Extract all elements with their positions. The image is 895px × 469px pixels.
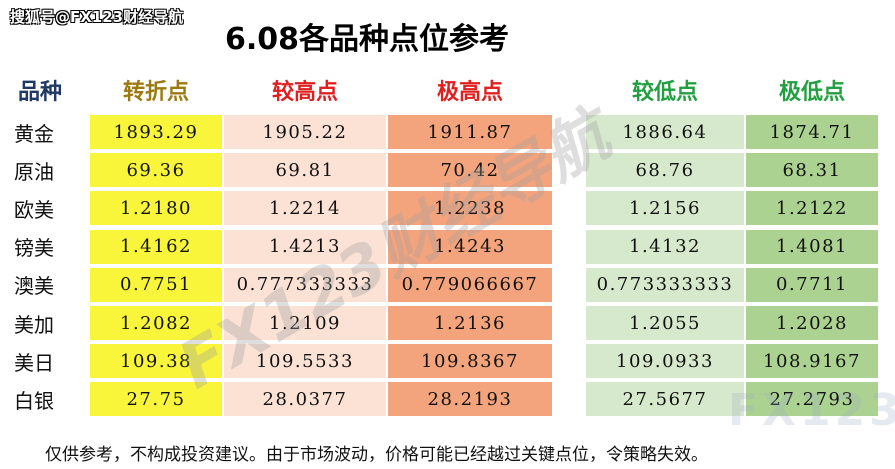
value-cell: 1.4081 [746,229,878,264]
row-label: 美日 [14,350,54,375]
value-cell: 1886.64 [586,115,744,149]
footer-note: 仅供参考，不构成投资建议。由于市场波动，价格可能已经越过关键点位，令策略失效。 [45,445,708,465]
column-header: 较高点 [271,80,338,105]
value-cell: 28.0377 [224,382,386,417]
value-cell: 1874.71 [746,115,878,149]
value-cell: 109.8367 [388,344,552,379]
value-cell: 27.2793 [746,382,878,417]
value-cell: 1.2082 [90,306,222,340]
value-cell: 27.75 [90,382,222,417]
value-cell: 68.76 [586,153,744,188]
value-cell: 0.7751 [90,267,222,302]
value-cell: 1.4243 [388,229,552,264]
value-cell: 1.2122 [746,191,878,226]
row-label: 欧美 [14,197,54,222]
value-cell: 1905.22 [224,115,386,149]
row-label: 美加 [14,312,54,337]
value-cell: 1.2214 [224,191,386,226]
row-label: 黄金 [14,121,54,146]
row-label: 镑美 [14,236,54,261]
value-cell: 0.7711 [746,267,878,302]
value-cell: 70.42 [388,153,552,188]
row-label: 澳美 [14,274,54,299]
row-label: 原油 [14,159,54,184]
value-cell: 1.4213 [224,229,386,264]
value-cell: 0.773333333 [586,267,744,302]
value-cell: 109.38 [90,344,222,379]
title: 6.08各品种点位参考 [225,22,510,57]
column-header: 品种 [17,80,62,105]
value-cell: 1.2109 [224,306,386,340]
value-cell: 1.2238 [388,191,552,226]
row-label: 白银 [14,388,54,413]
value-cell: 1.2055 [586,306,744,340]
value-cell: 1.2156 [586,191,744,226]
value-cell: 1911.87 [388,115,552,149]
value-cell: 28.2193 [388,382,552,417]
value-cell: 109.5533 [224,344,386,379]
value-cell: 27.5677 [586,382,744,417]
column-header: 较低点 [631,80,698,105]
value-cell: 108.9167 [746,344,878,379]
value-cell: 1.4162 [90,229,222,264]
value-cell: 1893.29 [90,115,222,149]
value-cell: 1.2136 [388,306,552,340]
value-cell: 69.36 [90,153,222,188]
value-cell: 69.81 [224,153,386,188]
value-cell: 68.31 [746,153,878,188]
column-header: 极高点 [436,80,503,105]
value-cell: 109.0933 [586,344,744,379]
source-label: 搜狐号@FX123财经导航 [10,8,184,26]
column-header: 转折点 [122,80,189,105]
value-cell: 1.2028 [746,306,878,340]
value-cell: 0.779066667 [388,267,552,302]
value-cell: 1.2180 [90,191,222,226]
value-cell: 0.777333333 [224,267,386,302]
column-header: 极低点 [778,80,845,105]
value-cell: 1.4132 [586,229,744,264]
